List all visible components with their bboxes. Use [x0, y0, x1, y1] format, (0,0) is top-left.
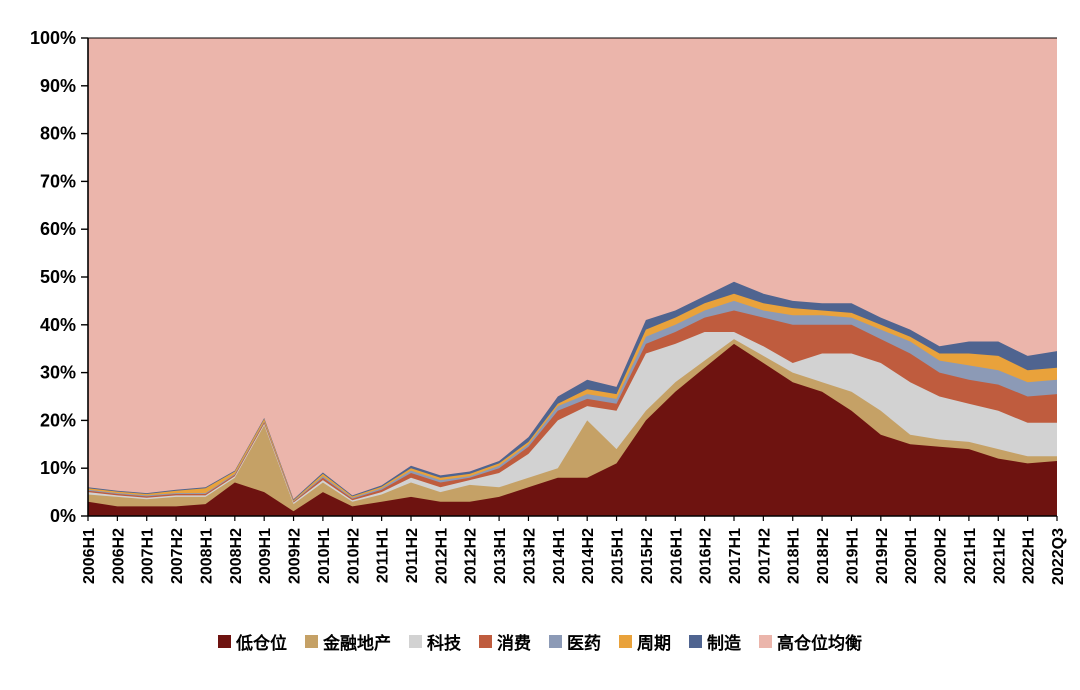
y-tick-label: 40% [40, 315, 76, 335]
legend-label: 金融地产 [323, 634, 391, 653]
legend-item: 低仓位 [218, 629, 287, 654]
y-tick-label: 70% [40, 171, 76, 191]
legend-item: 周期 [619, 629, 671, 654]
x-tick-label: 2011H2 [404, 528, 421, 583]
x-tick-label: 2008H1 [198, 528, 215, 584]
x-tick-label: 2022Q3 [1050, 528, 1067, 585]
x-tick-label: 2019H2 [874, 528, 891, 584]
x-tick-label: 2007H1 [140, 528, 157, 584]
legend-swatch [479, 635, 492, 648]
x-tick-label: 2010H2 [345, 528, 362, 584]
legend-label: 高仓位均衡 [777, 634, 862, 653]
x-tick-label: 2020H2 [933, 528, 950, 584]
y-tick-label: 20% [40, 410, 76, 430]
x-tick-label: 2022H1 [1021, 528, 1038, 584]
x-tick-label: 2021H2 [991, 528, 1008, 584]
y-tick-label: 80% [40, 124, 76, 144]
legend-label: 消费 [497, 634, 531, 653]
y-tick-label: 90% [40, 76, 76, 96]
x-tick-label: 2014H2 [580, 528, 597, 584]
legend-label: 科技 [427, 634, 461, 653]
x-tick-label: 2010H1 [316, 528, 333, 584]
x-tick-label: 2016H1 [668, 528, 685, 584]
x-tick-label: 2015H1 [610, 528, 627, 584]
x-tick-label: 2019H1 [844, 528, 861, 584]
legend-label: 医药 [567, 634, 601, 653]
legend-item: 金融地产 [305, 629, 391, 654]
legend-swatch [689, 635, 702, 648]
x-tick-label: 2012H2 [463, 528, 480, 584]
legend-swatch [218, 635, 231, 648]
y-axis-labels: 0% 10% 20% 30% 40% 50% 60% 70% 80% 90% 100% [30, 28, 88, 526]
x-tick-label: 2011H1 [375, 528, 392, 583]
legend-swatch [409, 635, 422, 648]
legend-swatch [305, 635, 318, 648]
x-tick-label: 2009H2 [287, 528, 304, 584]
y-tick-label: 100% [30, 28, 76, 48]
x-tick-label: 2014H1 [551, 528, 568, 584]
x-tick-label: 2008H2 [228, 528, 245, 584]
x-tick-label: 2017H2 [756, 528, 773, 584]
legend-swatch [619, 635, 632, 648]
plot-areas [88, 38, 1057, 516]
y-tick-label: 60% [40, 219, 76, 239]
x-tick-label: 2016H2 [698, 528, 715, 584]
x-tick-label: 2013H2 [521, 528, 538, 584]
legend-swatch [549, 635, 562, 648]
y-tick-label: 30% [40, 363, 76, 383]
x-tick-label: 2017H1 [727, 528, 744, 584]
x-axis-labels: 2006H1 2006H2 2007H1 2007H2 2008H1 2008H2 2009… [81, 516, 1067, 585]
x-tick-label: 2018H1 [786, 528, 803, 584]
area-series-0 [88, 343, 1057, 516]
legend-label: 周期 [637, 634, 671, 653]
x-tick-label: 2012H1 [433, 528, 450, 584]
x-tick-label: 2006H2 [110, 528, 127, 584]
legend-item: 高仓位均衡 [759, 629, 862, 654]
y-tick-label: 50% [40, 267, 76, 287]
x-tick-label: 2013H1 [492, 528, 509, 584]
x-tick-label: 2009H1 [257, 528, 274, 584]
legend-label: 低仓位 [236, 634, 287, 653]
y-tick-label: 0% [50, 506, 76, 526]
y-tick-label: 10% [40, 458, 76, 478]
stacked-area-chart: 0% 10% 20% 30% 40% 50% 60% 70% 80% 90% 100% 2006H1… [30, 28, 1067, 585]
x-tick-label: 2006H1 [81, 528, 98, 584]
legend-label: 制造 [707, 634, 741, 653]
x-tick-label: 2021H1 [962, 528, 979, 584]
x-tick-label: 2018H2 [815, 528, 832, 584]
legend: 低仓位 金融地产 科技 消费 医药 周期 制造 高仓位均衡 [0, 629, 1080, 654]
legend-item: 医药 [549, 629, 601, 654]
x-tick-label: 2015H2 [639, 528, 656, 584]
legend-swatch [759, 635, 772, 648]
x-tick-label: 2020H1 [903, 528, 920, 584]
x-tick-label: 2007H2 [169, 528, 186, 584]
legend-item: 制造 [689, 629, 741, 654]
legend-item: 消费 [479, 629, 531, 654]
legend-item: 科技 [409, 629, 461, 654]
